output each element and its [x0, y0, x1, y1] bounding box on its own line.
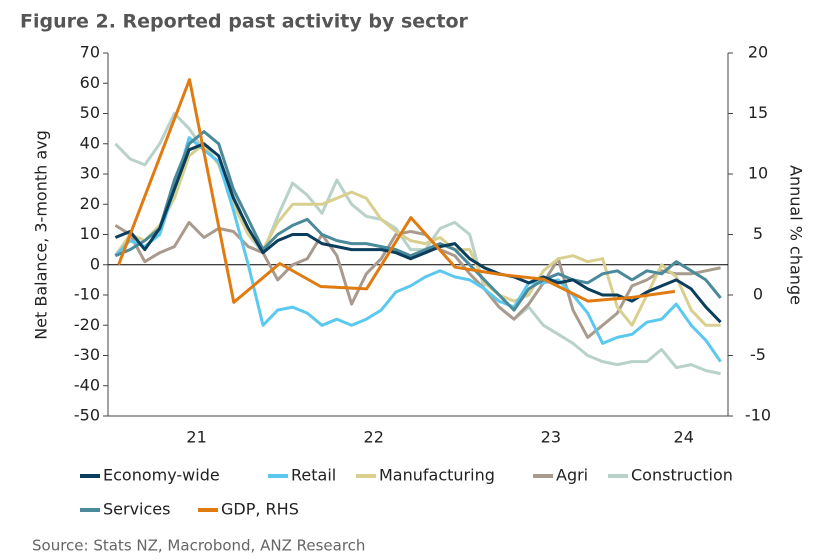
- y-tick-label: -10: [74, 285, 100, 304]
- y-tick-label: 10: [80, 224, 100, 243]
- legend-label: Manufacturing: [379, 466, 495, 485]
- y-tick-label: -40: [74, 375, 100, 394]
- series-line: [114, 136, 722, 363]
- y-tick-label: 0: [90, 254, 100, 273]
- y2-tick-label: -5: [750, 345, 766, 364]
- legend-label: Agri: [556, 466, 588, 485]
- y-tick-label: 40: [80, 133, 100, 152]
- chart-title: Figure 2. Reported past activity by sect…: [20, 11, 469, 33]
- y-axis-title: Net Balance, 3-month avg: [32, 130, 51, 340]
- legend-label: Construction: [631, 466, 733, 485]
- y-tick-label: -20: [74, 315, 100, 334]
- legend-label: GDP, RHS: [221, 500, 299, 519]
- y-tick-label: 50: [80, 103, 100, 122]
- y-tick-label: 20: [80, 194, 100, 213]
- x-tick-label: 23: [541, 428, 561, 447]
- y2-tick-label: 20: [748, 43, 768, 62]
- y-tick-label: 70: [80, 43, 100, 62]
- y2-tick-label: 5: [753, 224, 763, 243]
- series-line: [114, 130, 722, 312]
- series-line: [114, 142, 722, 324]
- y-tick-label: 30: [80, 164, 100, 183]
- y-tick-label: -30: [74, 345, 100, 364]
- legend-label: Services: [103, 500, 170, 519]
- legend-label: Economy-wide: [103, 466, 220, 485]
- legend-label: Retail: [291, 466, 336, 485]
- series-line: [117, 78, 676, 304]
- x-tick-label: 22: [364, 428, 384, 447]
- y2-tick-label: 0: [753, 285, 763, 304]
- y2-axis-title: Annual % change: [787, 165, 806, 305]
- source-note: Source: Stats NZ, Macrobond, ANZ Researc…: [32, 537, 365, 555]
- x-tick-label: 24: [674, 428, 694, 447]
- y2-tick-label: 10: [748, 164, 768, 183]
- y2-tick-label: 15: [748, 103, 768, 122]
- y2-tick-label: -10: [745, 406, 771, 425]
- y-tick-label: 60: [80, 73, 100, 92]
- x-tick-label: 21: [186, 428, 206, 447]
- y-tick-label: -50: [74, 406, 100, 425]
